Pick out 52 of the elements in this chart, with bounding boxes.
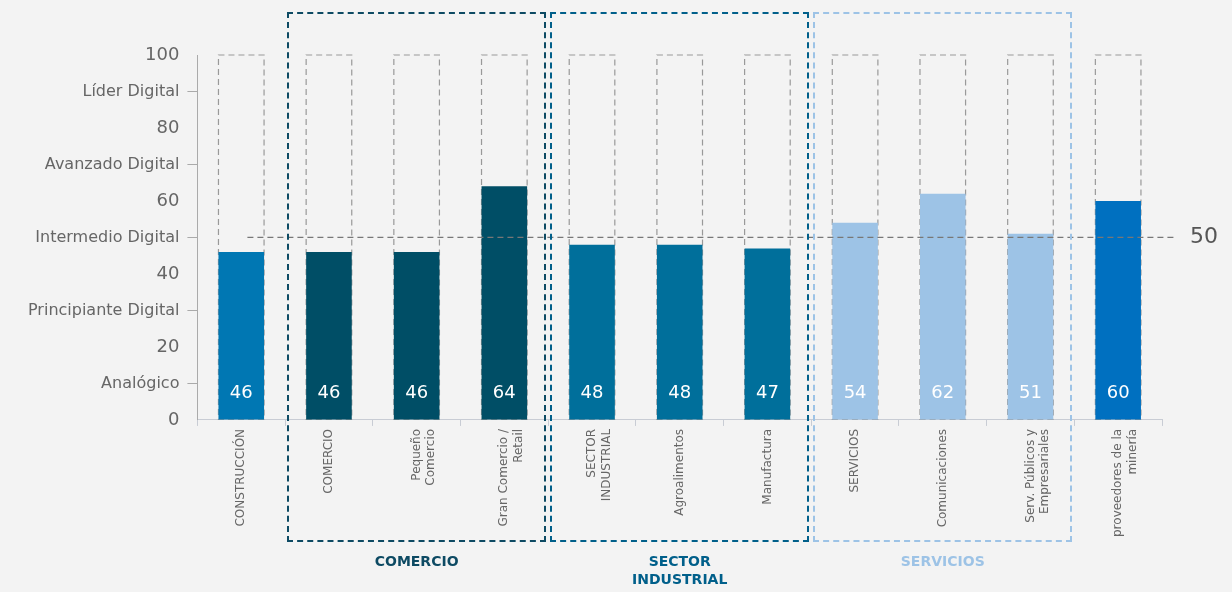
y-tick-label: 20 — [156, 334, 180, 356]
x-tick-label: SECTOR INDUSTRIAL — [584, 428, 613, 502]
x-tick-label: Manufactura — [759, 428, 774, 505]
y-tick-label: Avanzado Digital — [44, 153, 180, 173]
bar — [919, 193, 966, 420]
bar — [1095, 200, 1141, 420]
bar — [481, 186, 528, 420]
x-tick-label: Comunicaciones — [934, 428, 949, 528]
data-label: 64 — [492, 381, 516, 403]
data-label: 62 — [931, 381, 955, 403]
data-label: 48 — [580, 381, 604, 403]
text: SECTOR INDUSTRIAL — [631, 552, 729, 589]
data-label: 60 — [1106, 381, 1130, 403]
data-label: 48 — [668, 381, 692, 403]
y-tick-label: 40 — [156, 261, 180, 283]
data-label: 46 — [229, 381, 253, 403]
bar — [1007, 233, 1054, 420]
bar — [656, 244, 703, 420]
data-label: 51 — [1019, 381, 1042, 403]
bar — [218, 252, 265, 420]
x-tick-label: CONSTRUCCIÓN — [232, 428, 248, 527]
y-tick-label: Principiante Digital — [27, 299, 180, 319]
y-tick-label: 100 — [145, 42, 180, 64]
bar — [480, 54, 528, 421]
x-tick-label: proveedores de la minería — [1110, 428, 1139, 537]
bar — [393, 54, 441, 421]
bar — [744, 54, 791, 421]
bar — [306, 252, 352, 420]
bar — [1007, 54, 1054, 421]
x-tick-label: Serv. Públicos y Empresariales — [1022, 428, 1051, 523]
text: SERVICIOS — [899, 552, 986, 571]
y-tick-label: Intermedio Digital — [35, 226, 180, 246]
bar — [744, 248, 791, 420]
y-tick-label: Líder Digital — [82, 80, 180, 100]
y-tick-label: 80 — [156, 115, 180, 137]
x-tick-label: COMERCIO — [321, 428, 336, 494]
x-tick-label: Gran Comercio / Retail — [496, 427, 525, 527]
y-tick-label: Analógico — [101, 372, 180, 392]
bar — [393, 252, 440, 420]
ref-line-label: 50 — [1190, 223, 1218, 249]
y-tick-label: 60 — [156, 188, 180, 210]
x-tick-label: Agroalimentos — [671, 428, 686, 516]
data-label: 47 — [755, 381, 779, 403]
bar — [832, 222, 878, 420]
bar — [569, 244, 615, 420]
data-label: 54 — [843, 381, 867, 403]
data-label: 46 — [405, 381, 429, 403]
x-tick-label: Pequeño Comercio — [408, 428, 438, 486]
y-tick-label: 0 — [167, 407, 180, 429]
x-tick-label: SERVICIOS — [847, 428, 862, 493]
data-label: 46 — [317, 381, 341, 403]
text: COMERCIO — [373, 552, 460, 571]
